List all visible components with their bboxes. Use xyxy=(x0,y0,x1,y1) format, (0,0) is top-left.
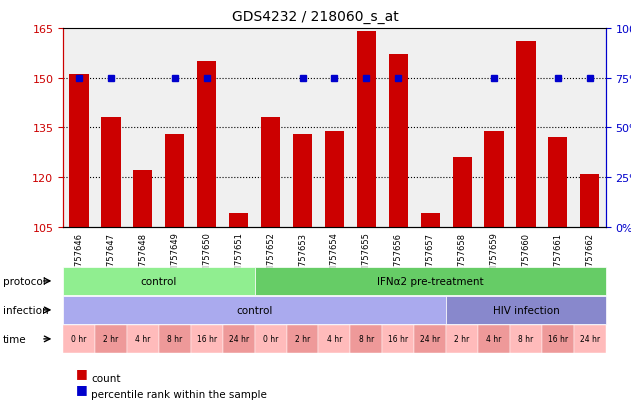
Bar xyxy=(421,214,440,227)
Bar xyxy=(357,32,376,227)
Text: 8 hr: 8 hr xyxy=(518,335,534,344)
Bar xyxy=(452,158,472,227)
Bar xyxy=(165,135,184,227)
Text: 0 hr: 0 hr xyxy=(71,335,86,344)
Text: protocol: protocol xyxy=(3,276,46,286)
Text: percentile rank within the sample: percentile rank within the sample xyxy=(91,389,268,399)
Text: control: control xyxy=(237,305,273,315)
Bar xyxy=(389,55,408,227)
Bar xyxy=(102,118,121,227)
Text: 8 hr: 8 hr xyxy=(359,335,374,344)
Bar xyxy=(69,75,88,227)
Bar xyxy=(516,42,536,227)
Text: 24 hr: 24 hr xyxy=(580,335,600,344)
Text: 16 hr: 16 hr xyxy=(388,335,408,344)
Bar xyxy=(133,171,153,227)
Text: 0 hr: 0 hr xyxy=(263,335,278,344)
Text: IFNα2 pre-treatment: IFNα2 pre-treatment xyxy=(377,276,483,286)
Text: GDS4232 / 218060_s_at: GDS4232 / 218060_s_at xyxy=(232,10,399,24)
Text: 8 hr: 8 hr xyxy=(167,335,182,344)
Text: 2 hr: 2 hr xyxy=(454,335,469,344)
Text: infection: infection xyxy=(3,305,49,315)
Text: 4 hr: 4 hr xyxy=(135,335,151,344)
Bar xyxy=(293,135,312,227)
Text: 4 hr: 4 hr xyxy=(327,335,342,344)
Text: count: count xyxy=(91,373,121,383)
Bar xyxy=(229,214,248,227)
Text: time: time xyxy=(3,334,27,344)
Text: 16 hr: 16 hr xyxy=(197,335,217,344)
Text: 16 hr: 16 hr xyxy=(548,335,568,344)
Text: 2 hr: 2 hr xyxy=(295,335,310,344)
Text: ■: ■ xyxy=(76,382,88,395)
Text: control: control xyxy=(141,276,177,286)
Bar xyxy=(325,131,344,227)
Text: 24 hr: 24 hr xyxy=(228,335,249,344)
Bar xyxy=(197,62,216,227)
Text: 24 hr: 24 hr xyxy=(420,335,440,344)
Bar xyxy=(548,138,567,227)
Text: 4 hr: 4 hr xyxy=(487,335,502,344)
Text: ■: ■ xyxy=(76,366,88,379)
Bar xyxy=(581,174,599,227)
Text: 2 hr: 2 hr xyxy=(103,335,119,344)
Bar xyxy=(485,131,504,227)
Bar xyxy=(261,118,280,227)
Text: HIV infection: HIV infection xyxy=(493,305,559,315)
